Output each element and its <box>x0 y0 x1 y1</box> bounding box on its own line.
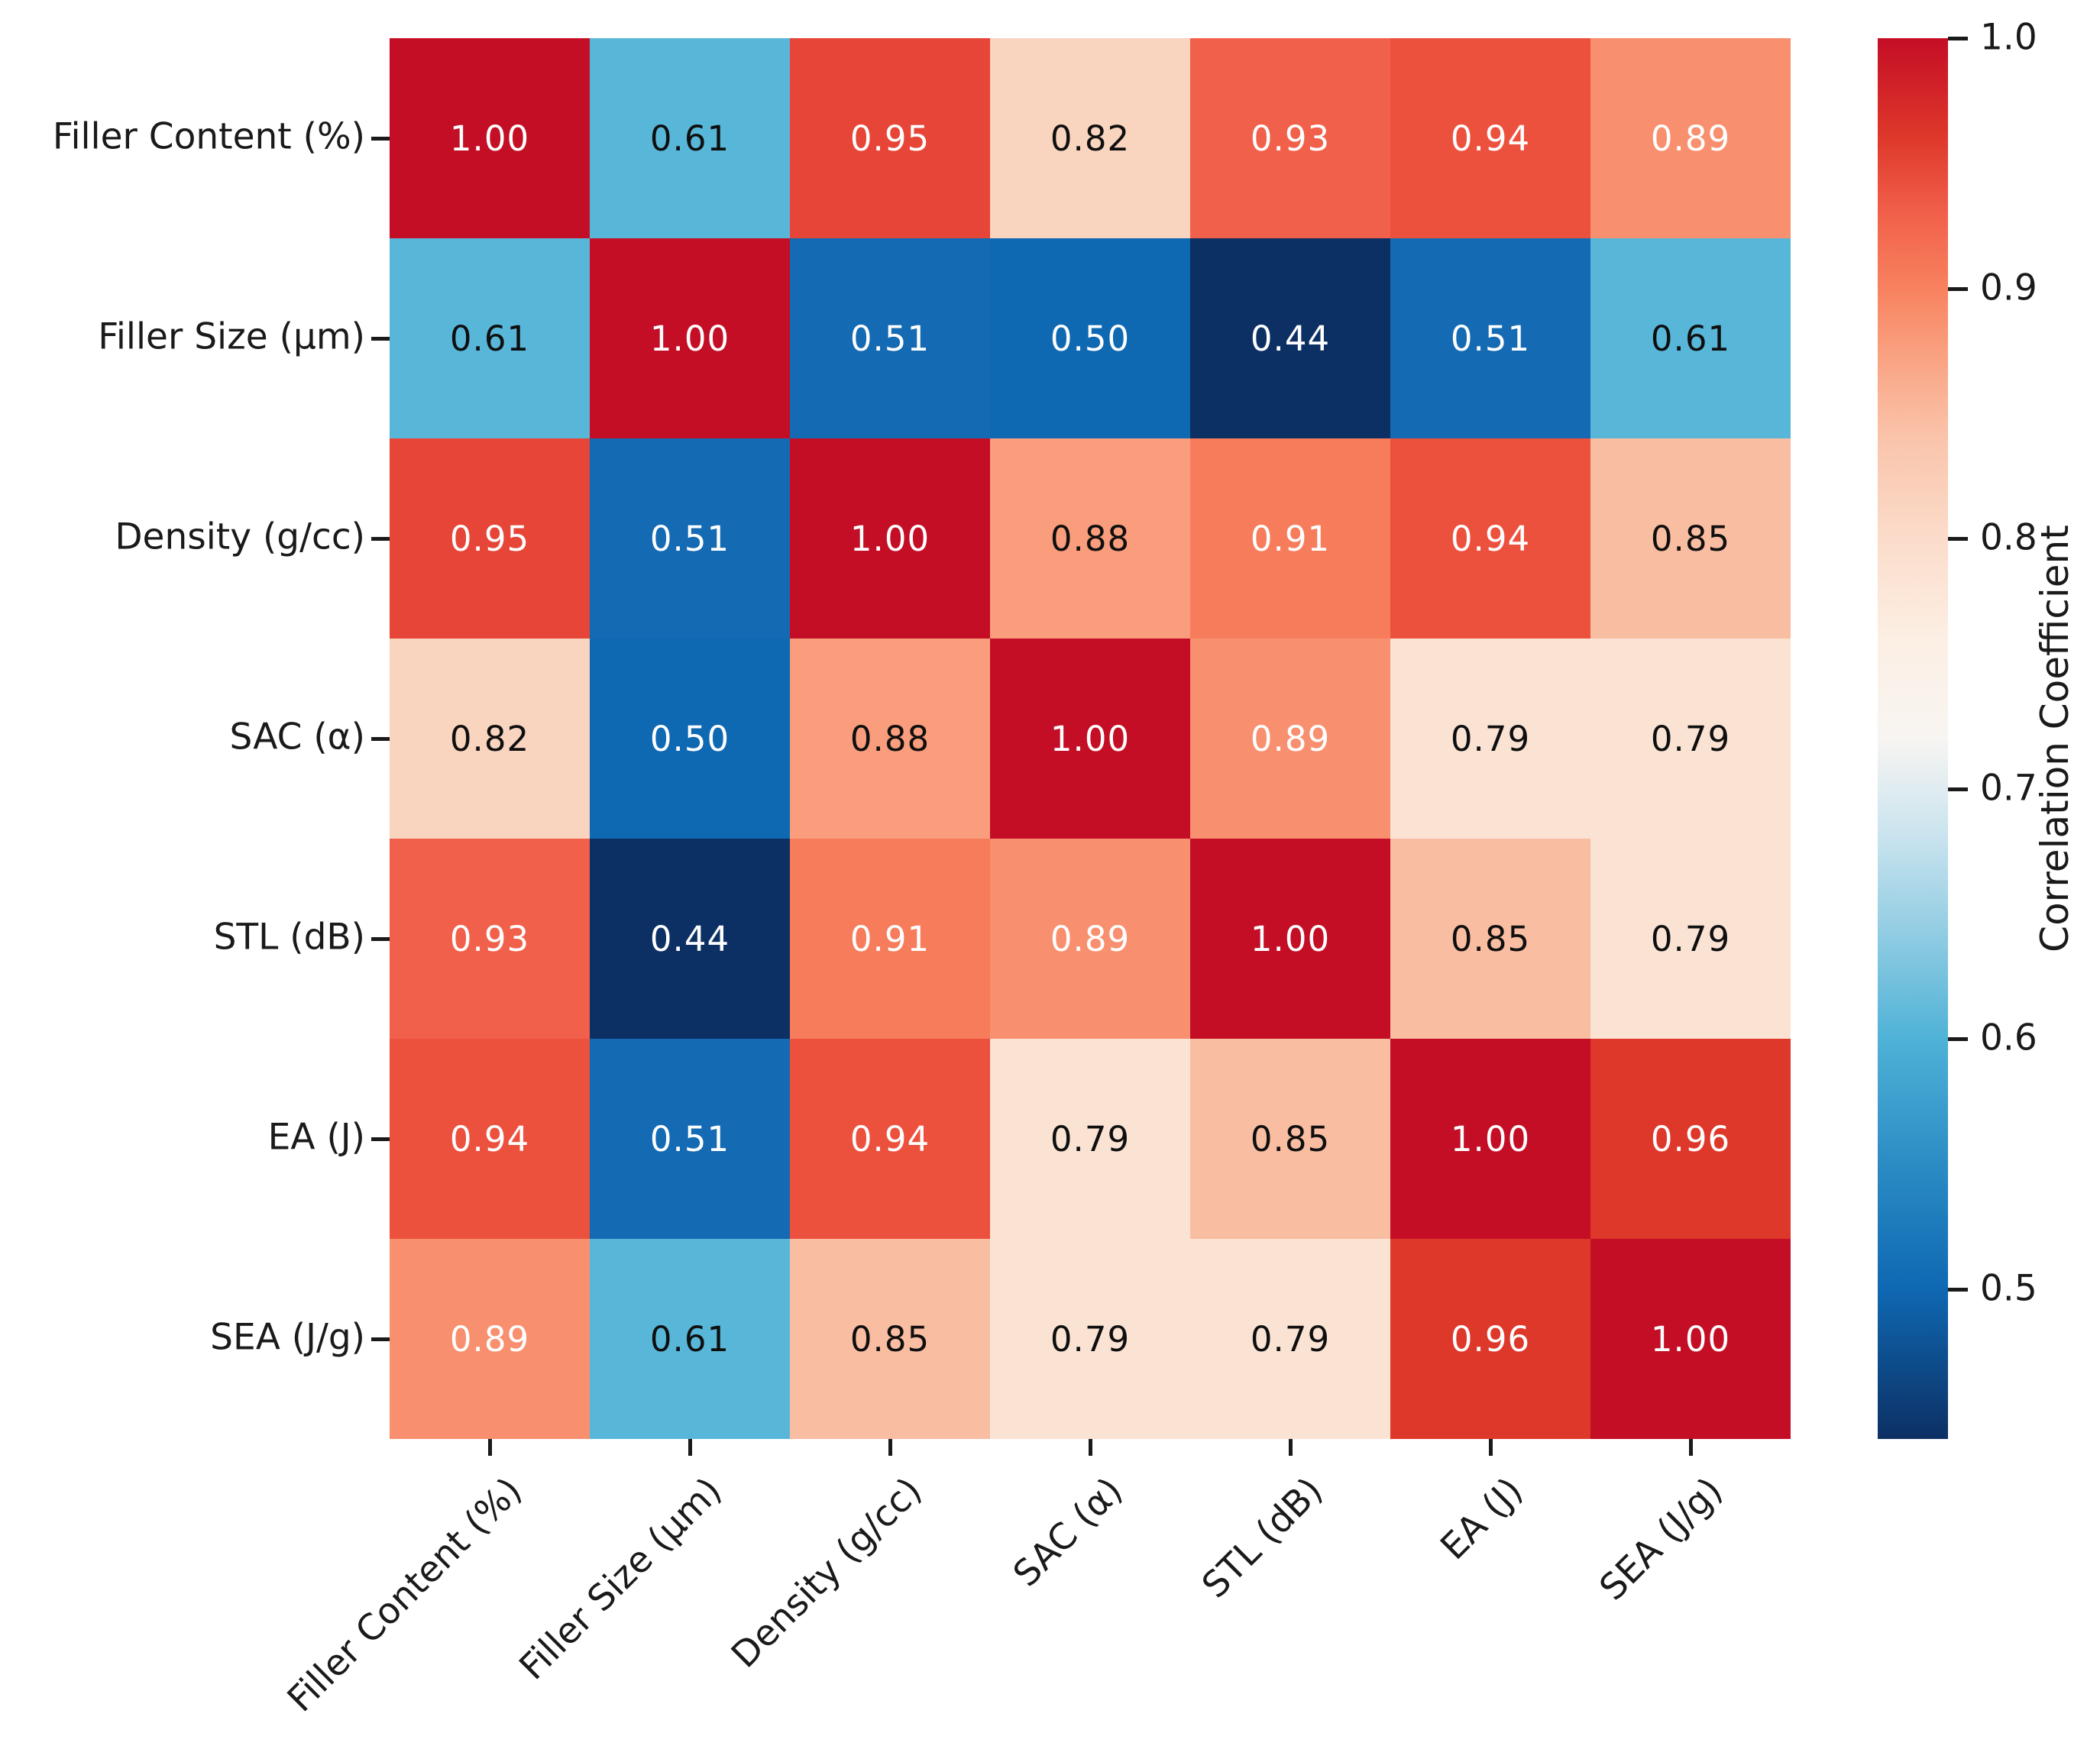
heatmap-cell: 0.89 <box>1590 38 1791 238</box>
y-axis-label: Filler Size (μm) <box>98 315 365 358</box>
x-axis-tick <box>1489 1439 1493 1456</box>
y-axis-tick <box>371 537 390 541</box>
colorbar <box>1878 38 1948 1439</box>
x-axis-tick <box>888 1439 892 1456</box>
heatmap-cell: 0.89 <box>390 1239 590 1439</box>
colorbar-tick-label: 0.5 <box>1980 1266 2037 1309</box>
y-axis-label: STL (dB) <box>213 916 365 959</box>
heatmap-cell: 0.85 <box>1190 1039 1390 1239</box>
heatmap-cell: 0.44 <box>590 839 790 1039</box>
y-axis-label: Density (g/cc) <box>115 516 365 558</box>
heatmap-cell: 1.00 <box>790 438 990 639</box>
heatmap-cell: 0.96 <box>1390 1239 1590 1439</box>
y-axis-tick <box>371 337 390 341</box>
colorbar-label-box: Correlation Coefficient <box>2024 38 2085 1439</box>
x-axis-tick <box>1689 1439 1693 1456</box>
heatmap-cell: 0.61 <box>390 238 590 438</box>
y-axis-label: SEA (J/g) <box>210 1316 365 1359</box>
x-axis-tick <box>1089 1439 1092 1456</box>
colorbar-tick <box>1948 537 1968 541</box>
heatmap-cell: 0.88 <box>990 438 1190 639</box>
x-axis-tick <box>1289 1439 1293 1456</box>
heatmap-cell: 0.88 <box>790 639 990 839</box>
heatmap-cell: 0.96 <box>1590 1039 1791 1239</box>
heatmap-cell: 0.93 <box>1190 38 1390 238</box>
heatmap-cell: 0.95 <box>390 438 590 639</box>
heatmap-cell: 0.61 <box>1590 238 1791 438</box>
x-axis-label: SEA (J/g) <box>1591 1470 1731 1609</box>
colorbar-tick-label: 0.9 <box>1980 266 2037 309</box>
heatmap-cell: 1.00 <box>1190 839 1390 1039</box>
heatmap-cell: 1.00 <box>990 639 1190 839</box>
colorbar-tick <box>1948 286 1968 291</box>
x-axis-label: STL (dB) <box>1193 1470 1331 1607</box>
colorbar-tick <box>1948 1287 1968 1292</box>
heatmap-cell: 0.93 <box>390 839 590 1039</box>
heatmap-cell: 0.94 <box>390 1039 590 1239</box>
heatmap-cell: 0.50 <box>590 639 790 839</box>
heatmap-cell: 0.94 <box>1390 438 1590 639</box>
heatmap-cell: 1.00 <box>390 38 590 238</box>
heatmap-cell: 0.79 <box>1190 1239 1390 1439</box>
heatmap-cell: 0.85 <box>1390 839 1590 1039</box>
x-axis-label: Filler Content (%) <box>279 1470 530 1721</box>
colorbar-tick <box>1948 787 1968 791</box>
colorbar-tick-label: 0.8 <box>1980 516 2037 559</box>
heatmap-cell: 0.51 <box>1390 238 1590 438</box>
y-axis-tick <box>371 937 390 941</box>
y-axis-tick <box>371 137 390 141</box>
heatmap-cell: 0.94 <box>790 1039 990 1239</box>
y-axis-label: Filler Content (%) <box>52 115 365 158</box>
heatmap-cell: 0.79 <box>1390 639 1590 839</box>
heatmap-cell: 0.50 <box>990 238 1190 438</box>
colorbar-label: Correlation Coefficient <box>2033 525 2077 952</box>
y-axis-tick <box>371 1337 390 1341</box>
heatmap-cell: 0.85 <box>1590 438 1791 639</box>
colorbar-tick-label: 1.0 <box>1980 16 2037 59</box>
heatmap-cell: 0.85 <box>790 1239 990 1439</box>
heatmap-cell: 0.51 <box>590 438 790 639</box>
heatmap-cell: 0.89 <box>1190 639 1390 839</box>
heatmap-cell: 0.94 <box>1390 38 1590 238</box>
colorbar-tick <box>1948 1037 1968 1041</box>
heatmap-cell: 0.91 <box>1190 438 1390 639</box>
colorbar-tick <box>1948 37 1968 40</box>
y-axis-tick <box>371 737 390 741</box>
y-axis-label: EA (J) <box>267 1116 365 1159</box>
y-axis-label: SAC (α) <box>229 716 365 758</box>
x-axis-label: EA (J) <box>1432 1470 1531 1568</box>
heatmap-cell: 0.44 <box>1190 238 1390 438</box>
x-axis-label: Density (g/cc) <box>723 1470 930 1677</box>
heatmap-cell: 0.51 <box>590 1039 790 1239</box>
heatmap-cell: 0.95 <box>790 38 990 238</box>
colorbar-tick-label: 0.7 <box>1980 766 2037 809</box>
heatmap-cell: 0.61 <box>590 1239 790 1439</box>
heatmap-grid: 1.00 0.61 0.95 0.82 0.93 0.94 0.89 0.61 1.00 0.51… <box>390 38 1791 1439</box>
heatmap-cell: 0.61 <box>590 38 790 238</box>
colorbar-tick-label: 0.6 <box>1980 1017 2037 1059</box>
y-axis-tick <box>371 1137 390 1141</box>
heatmap-cell: 0.79 <box>1590 839 1791 1039</box>
heatmap-cell: 0.82 <box>990 38 1190 238</box>
x-axis-label: SAC (α) <box>1005 1470 1131 1596</box>
heatmap-cell: 0.79 <box>1590 639 1791 839</box>
heatmap-cell: 0.91 <box>790 839 990 1039</box>
heatmap-cell: 0.82 <box>390 639 590 839</box>
heatmap-cell: 1.00 <box>1390 1039 1590 1239</box>
x-axis-tick <box>488 1439 492 1456</box>
heatmap-cell: 1.00 <box>1590 1239 1791 1439</box>
heatmap-cell: 1.00 <box>590 238 790 438</box>
heatmap-cell: 0.51 <box>790 238 990 438</box>
heatmap-cell: 0.89 <box>990 839 1190 1039</box>
x-axis-label: Filler Size (μm) <box>511 1470 730 1689</box>
heatmap-cell: 0.79 <box>990 1239 1190 1439</box>
heatmap-cell: 0.79 <box>990 1039 1190 1239</box>
x-axis-tick <box>688 1439 692 1456</box>
